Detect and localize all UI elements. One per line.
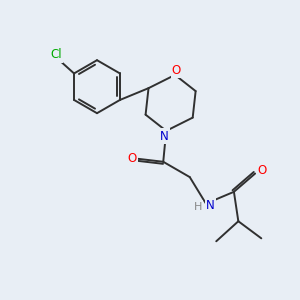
Text: O: O bbox=[128, 152, 137, 165]
Text: N: N bbox=[160, 130, 169, 143]
Text: H: H bbox=[194, 202, 202, 212]
Text: O: O bbox=[257, 164, 266, 176]
Text: Cl: Cl bbox=[50, 48, 61, 62]
Text: N: N bbox=[206, 199, 215, 212]
Text: O: O bbox=[172, 64, 181, 77]
